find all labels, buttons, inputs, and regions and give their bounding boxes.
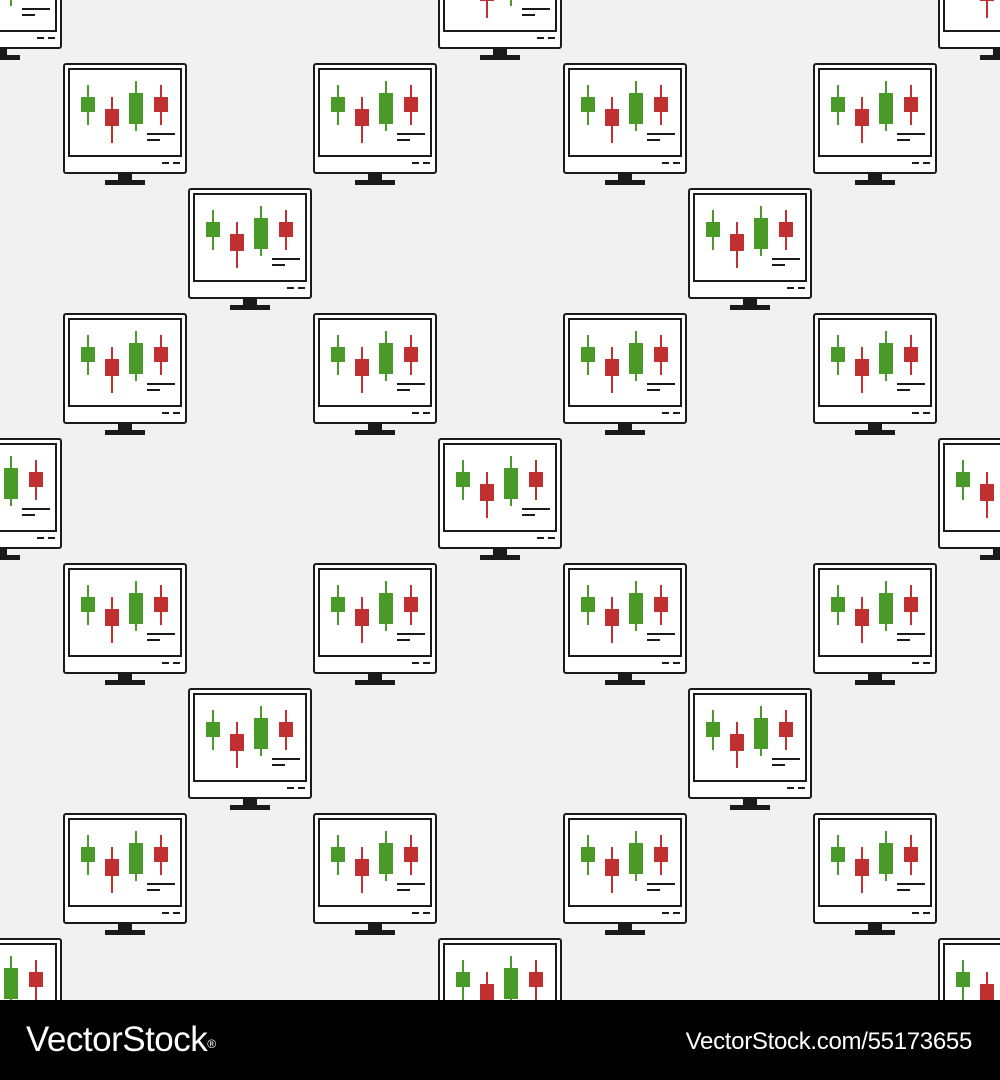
stock-chart-monitor-icon <box>63 63 187 187</box>
stock-chart-monitor-icon <box>0 938 62 1000</box>
stock-chart-monitor-icon <box>313 63 437 187</box>
stock-chart-monitor-icon <box>938 938 1000 1000</box>
stock-chart-monitor-icon <box>63 813 187 937</box>
seamless-pattern <box>0 0 1000 1000</box>
stock-chart-monitor-icon <box>688 188 812 312</box>
watermark-footer: VectorStock® VectorStock.com/55173655 <box>0 1000 1000 1080</box>
stock-chart-monitor-icon <box>563 63 687 187</box>
stock-chart-monitor-icon <box>563 313 687 437</box>
vectorstock-logo: VectorStock® <box>26 1018 216 1062</box>
stock-chart-monitor-icon <box>813 313 937 437</box>
logo-text: VectorStock <box>26 1020 208 1059</box>
stock-chart-monitor-icon <box>188 188 312 312</box>
stock-chart-monitor-icon <box>813 63 937 187</box>
stock-chart-monitor-icon <box>688 688 812 812</box>
stock-chart-monitor-icon <box>563 563 687 687</box>
stock-chart-monitor-icon <box>938 438 1000 562</box>
stock-chart-monitor-icon <box>313 313 437 437</box>
stock-chart-monitor-icon <box>438 0 562 62</box>
stock-chart-monitor-icon <box>313 813 437 937</box>
image-url: VectorStock.com/55173655 <box>685 1028 973 1055</box>
stock-chart-monitor-icon <box>0 0 62 62</box>
stock-chart-monitor-icon <box>313 563 437 687</box>
stock-chart-monitor-icon <box>813 813 937 937</box>
stock-chart-monitor-icon <box>188 688 312 812</box>
stock-chart-monitor-icon <box>563 813 687 937</box>
stock-chart-monitor-icon <box>438 938 562 1000</box>
stock-chart-monitor-icon <box>938 0 1000 62</box>
registered-mark: ® <box>207 1037 216 1051</box>
stock-chart-monitor-icon <box>0 438 62 562</box>
stock-chart-monitor-icon <box>63 563 187 687</box>
stock-chart-monitor-icon <box>813 563 937 687</box>
stock-chart-monitor-icon <box>438 438 562 562</box>
stock-chart-monitor-icon <box>63 313 187 437</box>
